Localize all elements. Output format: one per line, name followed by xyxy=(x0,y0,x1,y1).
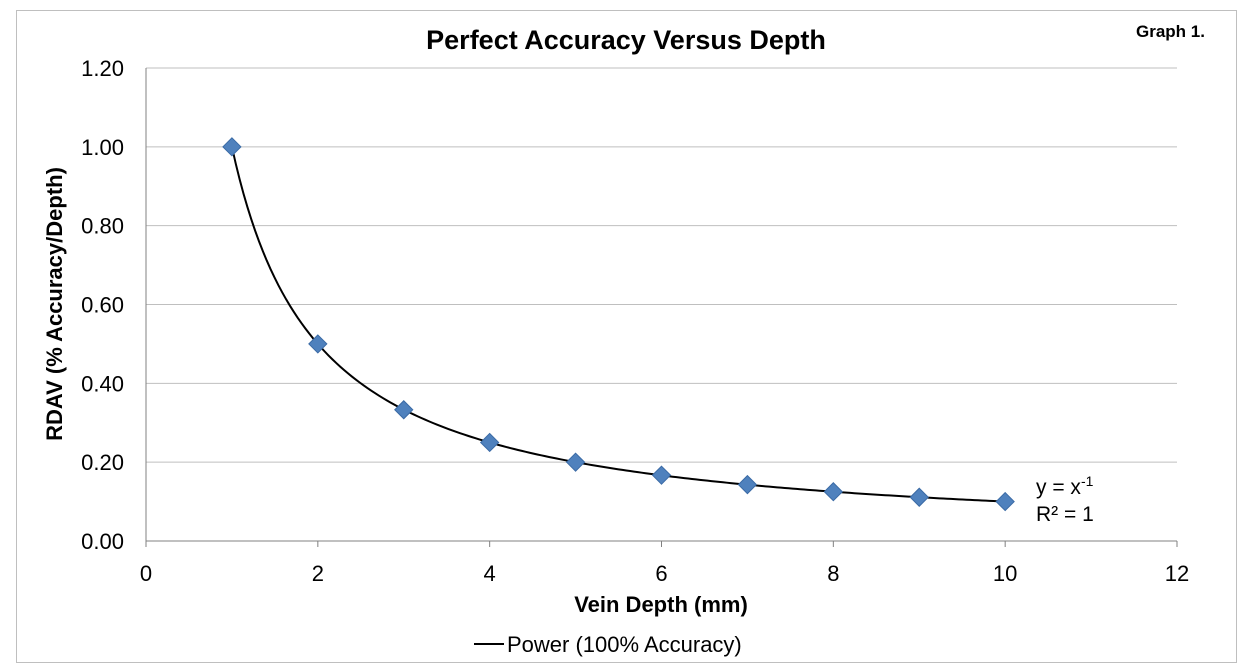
data-point xyxy=(222,137,242,157)
data-point xyxy=(909,487,929,507)
data-point xyxy=(308,334,328,354)
x-tick-labels: 0 2 4 6 8 10 12 xyxy=(140,561,1189,586)
data-point xyxy=(479,432,500,453)
y-tick-label: 0.80 xyxy=(81,214,124,239)
x-tick-label: 10 xyxy=(993,561,1017,586)
power-trendline xyxy=(230,146,1006,503)
x-tick-label: 6 xyxy=(655,561,667,586)
gridlines xyxy=(146,67,1177,463)
equation-exponent: -1 xyxy=(1081,473,1094,489)
axes xyxy=(145,68,1178,547)
chart-title: Perfect Accuracy Versus Depth xyxy=(426,25,826,55)
chart-frame xyxy=(16,10,1237,663)
x-tick-label: 4 xyxy=(484,561,496,586)
trendline-equation: y = x-1 xyxy=(1036,473,1094,499)
y-tick-label: 0.00 xyxy=(81,529,124,554)
x-tick-label: 12 xyxy=(1165,561,1189,586)
data-points xyxy=(222,137,1015,512)
data-point xyxy=(565,452,586,472)
y-tick-labels: 0.00 0.20 0.40 0.60 0.80 1.00 1.20 xyxy=(81,56,124,554)
x-tick-label: 8 xyxy=(827,561,839,586)
x-tick-label: 2 xyxy=(312,561,324,586)
data-point xyxy=(651,465,672,485)
data-point xyxy=(995,491,1015,512)
data-point xyxy=(737,474,758,495)
y-axis-label: RDAV (% Accuracy/Depth) xyxy=(42,167,67,441)
data-point xyxy=(394,400,414,420)
graph-label: Graph 1. xyxy=(1136,22,1205,41)
data-point xyxy=(823,482,844,502)
y-tick-label: 0.60 xyxy=(81,293,124,318)
x-tick-label: 0 xyxy=(140,561,152,586)
y-tick-label: 0.20 xyxy=(81,450,124,475)
y-tick-label: 1.20 xyxy=(81,56,124,81)
y-tick-label: 0.40 xyxy=(81,371,124,396)
legend-label: Power (100% Accuracy) xyxy=(507,632,742,657)
y-tick-label: 1.00 xyxy=(81,135,124,160)
r-squared: R² = 1 xyxy=(1036,503,1094,526)
x-axis-label: Vein Depth (mm) xyxy=(574,592,748,617)
equation-base: y = x xyxy=(1036,476,1081,499)
